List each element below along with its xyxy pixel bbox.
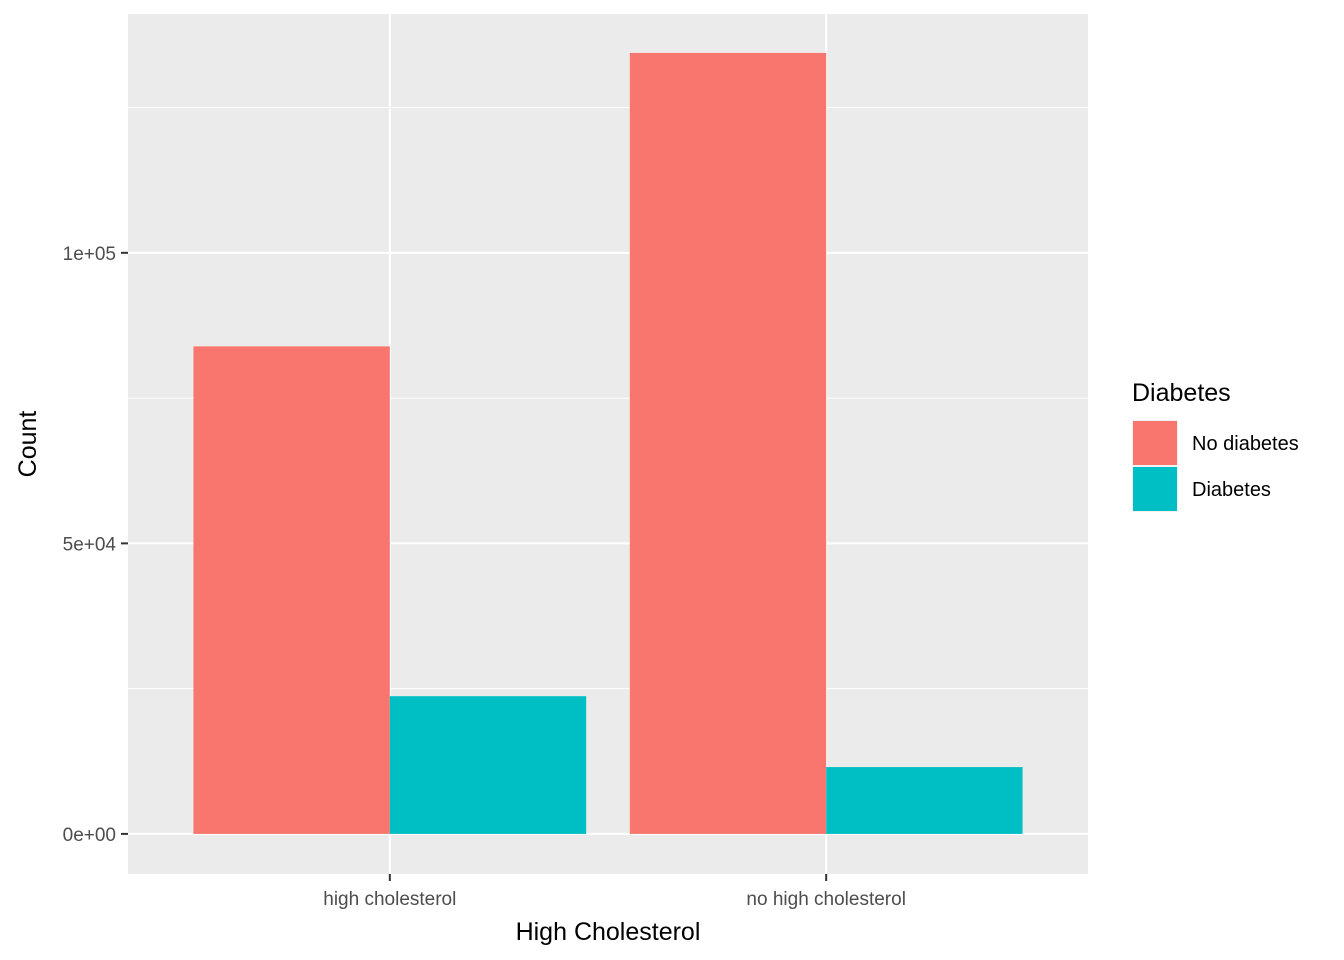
y-tick-label: 1e+05	[63, 244, 116, 265]
legend-title: Diabetes	[1132, 379, 1231, 407]
legend-label: No diabetes	[1192, 433, 1299, 455]
x-axis-title: High Cholesterol	[516, 918, 701, 946]
y-tick-label: 5e+04	[63, 534, 117, 555]
x-axis: high cholesterol no high cholesterol	[323, 874, 906, 910]
bars	[193, 52, 1023, 834]
legend-key-swatch	[1133, 421, 1177, 465]
x-tick-label: high cholesterol	[323, 889, 456, 910]
y-axis: 0e+00 5e+04 1e+05	[63, 244, 128, 846]
y-tick-label: 0e+00	[63, 825, 116, 846]
legend: Diabetes No diabetes Diabetes	[1132, 379, 1299, 512]
legend-key-swatch	[1133, 467, 1177, 511]
bar-no-diabetes-high-cholesterol	[193, 346, 390, 834]
y-axis-title: Count	[14, 411, 42, 478]
bar-diabetes-high-cholesterol	[389, 696, 587, 834]
bar-diabetes-no-high-cholesterol	[826, 767, 1023, 834]
bar-no-diabetes-no-high-cholesterol	[629, 52, 827, 834]
x-tick-label: no high cholesterol	[746, 889, 906, 910]
legend-label: Diabetes	[1192, 479, 1271, 501]
